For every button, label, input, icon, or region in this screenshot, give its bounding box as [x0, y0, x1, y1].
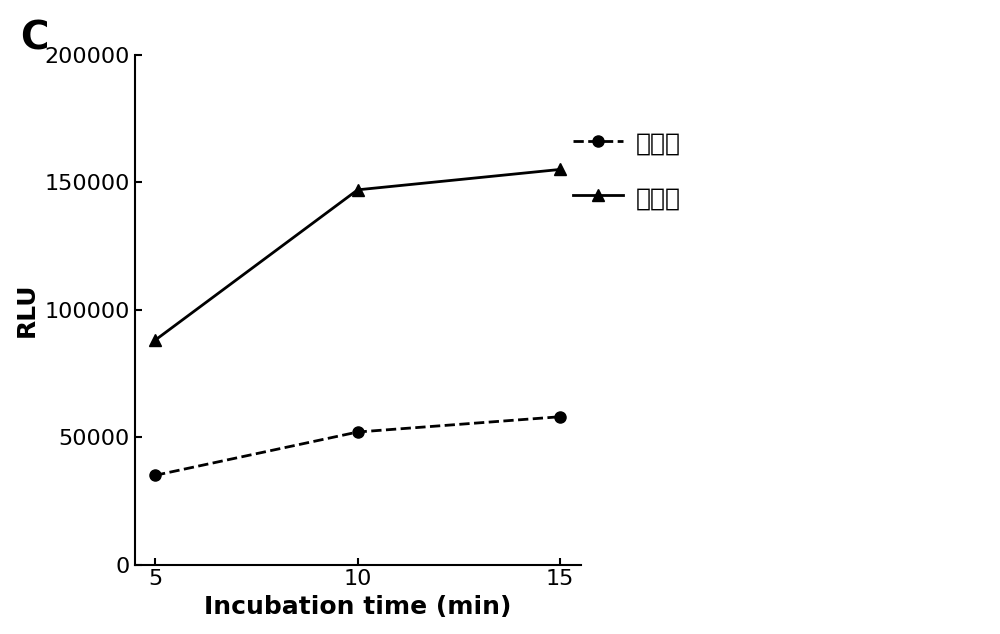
Line: 高浓度: 高浓度: [149, 163, 566, 347]
高浓度: [352, 186, 364, 193]
高浓度: [149, 337, 161, 344]
Text: C: C: [20, 19, 48, 57]
Line: 低浓度: 低浓度: [149, 411, 566, 481]
Y-axis label: RLU: RLU: [15, 282, 39, 337]
低浓度: [149, 472, 161, 479]
Legend: 低浓度, 高浓度: 低浓度, 高浓度: [560, 118, 693, 223]
高浓度: [554, 165, 566, 173]
X-axis label: Incubation time (min): Incubation time (min): [204, 595, 511, 619]
低浓度: [352, 428, 364, 436]
低浓度: [554, 413, 566, 420]
